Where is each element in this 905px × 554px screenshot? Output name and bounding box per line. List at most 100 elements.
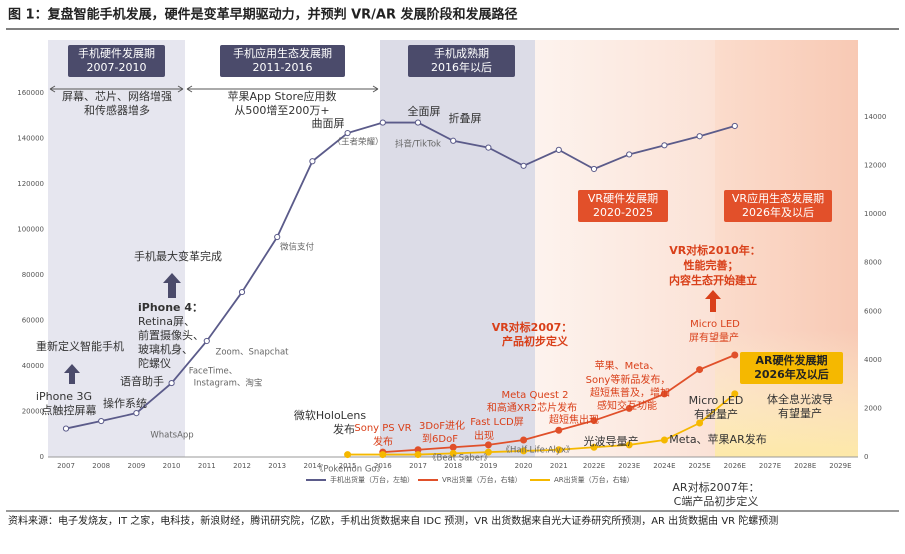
x-tick-label: 2027E [759, 462, 781, 470]
annotation: Micro LED [689, 394, 744, 407]
point [133, 409, 140, 417]
annotation: 体全息光波导 [767, 392, 833, 406]
point [731, 122, 738, 130]
annotation: Meta、苹果AR发布 [669, 432, 766, 446]
point [660, 436, 668, 444]
y-tick-label: 100000 [17, 226, 44, 234]
point [449, 449, 457, 457]
x-tick-label: 2016 [374, 462, 392, 470]
point [625, 441, 633, 449]
annotation: iPhone 3G [36, 390, 92, 403]
annotation: 屏有望量产 [689, 331, 739, 344]
x-tick-label: 2010 [163, 462, 181, 470]
x-tick-label: 2021 [550, 462, 568, 470]
annotation: 手机最大变革完成 [134, 249, 222, 263]
annotation: VR对标2010年： [669, 243, 761, 257]
point [274, 233, 281, 241]
annotation: 性能完善； [684, 258, 739, 272]
annotation: 有望量产 [694, 407, 738, 421]
annotation: Zoom、Snapchat [216, 348, 290, 358]
y-tick-label: 0 [40, 453, 44, 461]
x-tick-label: 2026E [724, 462, 746, 470]
annotation: 全面屏 [408, 104, 441, 118]
annotation: 3DoF进化 [419, 419, 465, 432]
annotation: AR对标2007年： [672, 480, 759, 494]
annotation: 光波导量产 [584, 434, 639, 448]
y-tick-label: 40000 [22, 362, 44, 370]
phase-name: 手机成熟期 [434, 46, 489, 60]
point [555, 146, 562, 153]
x-tick-label: 2025E [688, 462, 710, 470]
annotation: 操作系统 [103, 396, 147, 410]
band [380, 40, 535, 457]
point [731, 390, 739, 398]
annotation: Sony PS VR [354, 423, 411, 434]
annotation: 折叠屏 [449, 111, 482, 125]
phase-name: 手机应用生态发展期 [233, 46, 332, 60]
y-tick-label: 140000 [17, 135, 44, 143]
y-tick-label: 80000 [22, 271, 44, 279]
phase-period: 2011-2016 [253, 61, 313, 74]
phase-box [740, 352, 843, 384]
annotation: 微软HoloLens [294, 408, 366, 422]
point [414, 119, 422, 126]
point [484, 441, 492, 449]
band [535, 40, 715, 457]
x-tick-label: 2015 [339, 462, 357, 470]
annotation: 屏幕、芯片、网络增强 [62, 89, 172, 103]
phase-box [220, 45, 345, 77]
point [661, 142, 668, 149]
annotation: 抖音/TikTok [395, 139, 441, 150]
point [344, 129, 351, 137]
x-tick-label: 2019 [479, 462, 497, 470]
annotation: 苹果App Store应用数 [227, 89, 336, 103]
x-tick-label: 2008 [92, 462, 110, 470]
phase-box [408, 45, 515, 77]
phase-box [724, 190, 832, 222]
point [626, 151, 633, 158]
annotation: 从500增至200万+ [234, 103, 329, 117]
phase-name: 手机硬件发展期 [78, 46, 155, 60]
annotation: 陀螺仪 [138, 356, 171, 370]
annotation: 超短焦普及，增加 [590, 386, 670, 399]
x-tick-label: 2029E [829, 462, 851, 470]
annotation: 前置摄像头、 [138, 328, 204, 342]
point [203, 337, 210, 345]
point [238, 288, 246, 296]
x-tick-label: 2024E [653, 462, 675, 470]
y-tick-label: 60000 [22, 317, 44, 325]
point [344, 451, 352, 459]
phase-period: 2007-2010 [87, 61, 147, 74]
annotation: 点触控屏幕 [42, 403, 97, 417]
point [98, 417, 105, 425]
point [379, 451, 387, 459]
x-tick-label: 2020 [515, 462, 533, 470]
band [48, 40, 185, 457]
source: 资料来源：电子发烧友，IT 之家，电科技，新浪财经，腾讯研究院，亿欧，手机出货数… [8, 514, 778, 527]
annotation: 有望量产 [778, 406, 822, 420]
point [590, 417, 598, 425]
x-tick-label: 2018 [444, 462, 462, 470]
annotation: 玻璃机身、 [138, 342, 193, 356]
y2-tick-label: 2000 [864, 404, 882, 412]
annotation: 微信支付 [280, 242, 315, 253]
x-tick-label: 2022E [583, 462, 605, 470]
annotation: 到6DoF [422, 433, 458, 445]
point [696, 133, 703, 140]
phase-period: 2026年及以后 [742, 205, 814, 219]
point [625, 404, 633, 412]
annotation: 重新定义智能手机 [36, 339, 124, 353]
phase-box [578, 190, 668, 222]
point [520, 436, 528, 444]
point [520, 447, 528, 455]
y2-tick-label: 14000 [864, 113, 886, 121]
point [309, 158, 316, 165]
annotation: Instagram、淘宝 [194, 378, 263, 389]
x-tick-label: 2023E [618, 462, 640, 470]
x-tick-label: 2017 [409, 462, 427, 470]
annotation: 《Beat Saber》 [428, 454, 492, 464]
annotation: 感知交互功能 [597, 399, 657, 412]
x-tick-label: 2009 [127, 462, 145, 470]
annotation: Retina屏、 [138, 315, 195, 328]
point [660, 390, 668, 398]
